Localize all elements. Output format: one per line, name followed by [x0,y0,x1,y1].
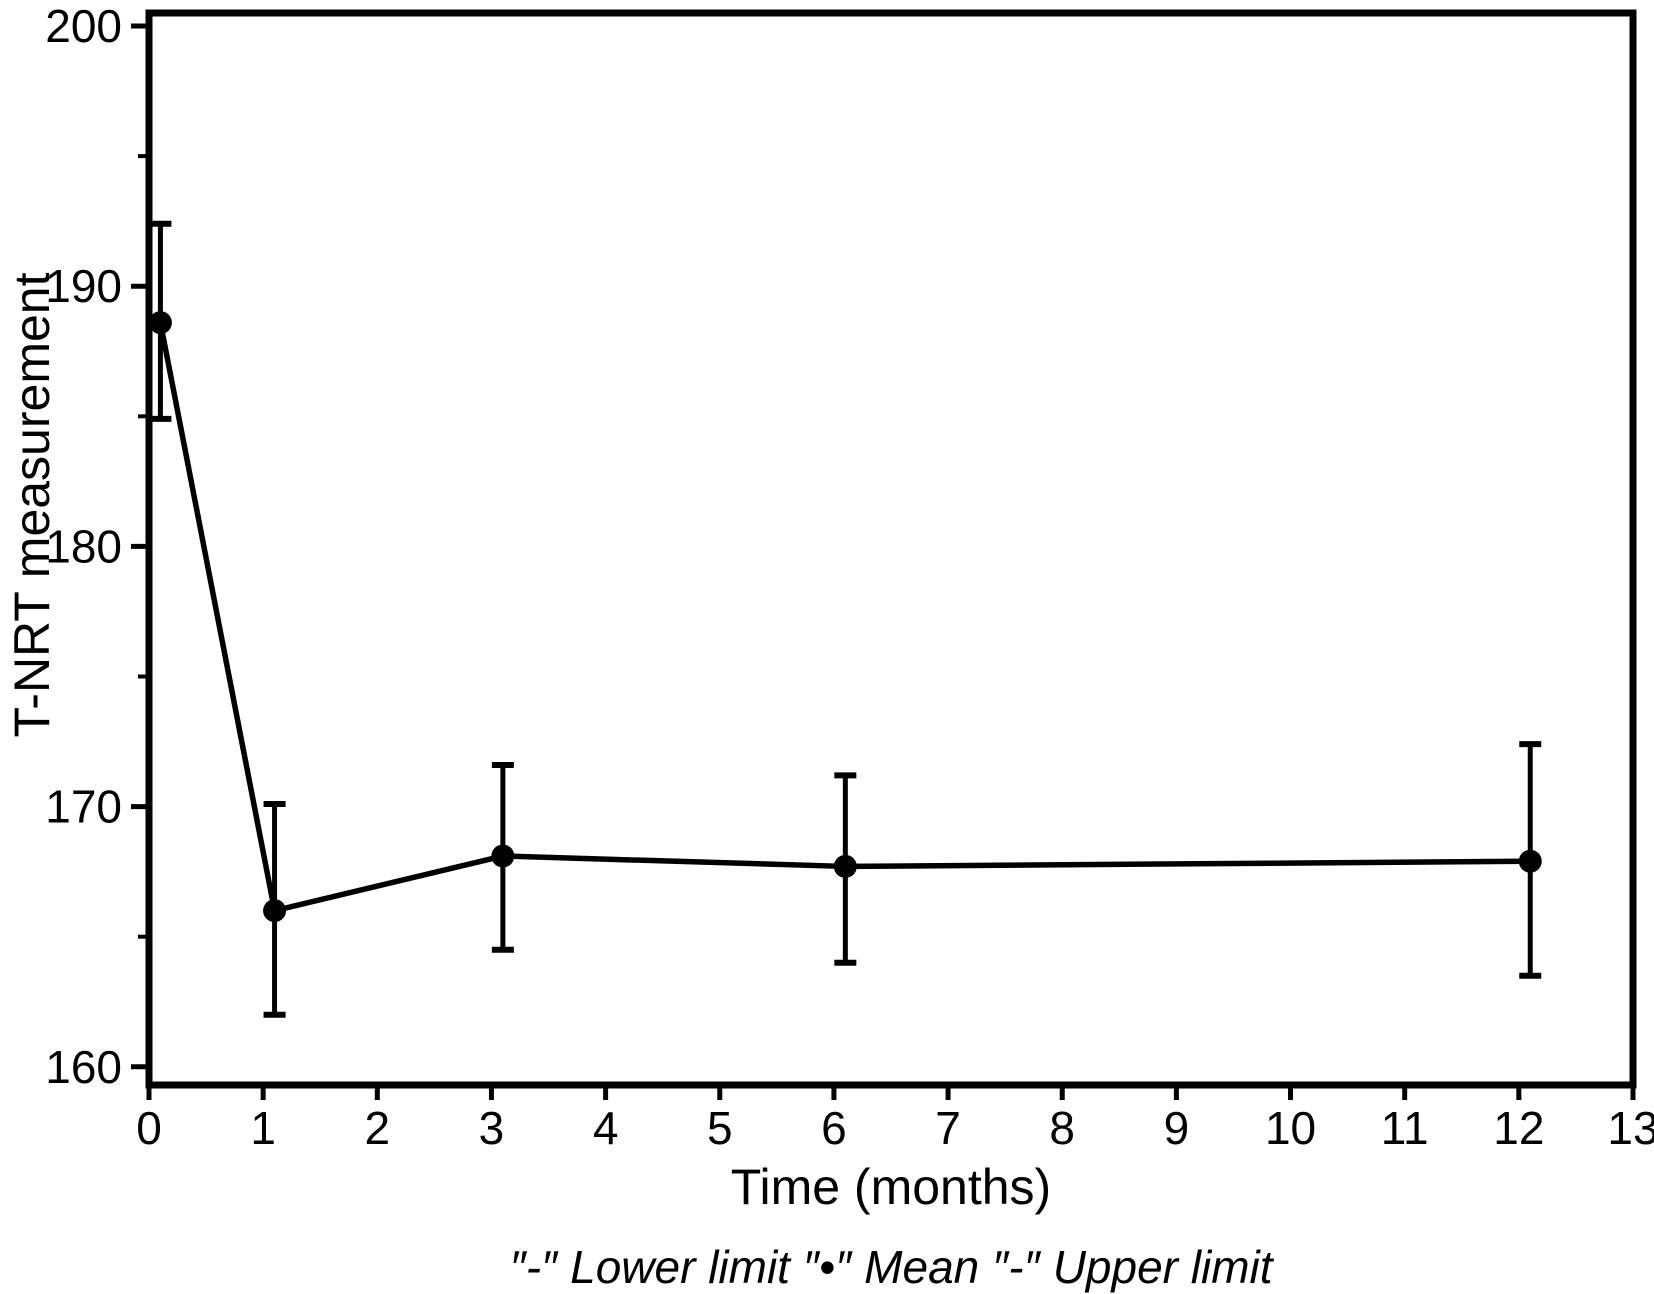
x-tick-label: 10 [1265,1102,1316,1154]
y-tick-label: 170 [45,781,122,833]
x-tick-label: 12 [1493,1102,1544,1154]
legend-caption: ″-″ Lower limit ″•″ Mean ″-″ Upper limit [509,1241,1273,1293]
plot-frame [145,9,1637,1089]
x-tick-label: 1 [250,1102,276,1154]
y-tick-label: 180 [45,520,122,572]
y-tick-label: 200 [45,0,122,52]
y-tick-label: 160 [45,1041,122,1093]
data-point-marker [833,854,857,878]
x-tick-label: 2 [365,1102,391,1154]
x-tick-label: 9 [1164,1102,1190,1154]
x-axis-title: Time (months) [730,1159,1052,1215]
y-axis-title: T-NRT measurement [4,272,60,738]
x-tick-label: 13 [1607,1102,1654,1154]
data-point-marker [263,899,287,923]
x-tick-label: 3 [479,1102,505,1154]
data-point-marker [491,844,515,868]
data-point-marker [148,311,172,335]
data-point-marker [1518,849,1542,873]
x-tick-label: 8 [1049,1102,1075,1154]
y-tick-label: 190 [45,260,122,312]
x-tick-label: 4 [593,1102,619,1154]
x-tick-label: 5 [707,1102,733,1154]
x-tick-label: 11 [1381,1102,1429,1154]
x-tick-label: 0 [136,1102,162,1154]
x-tick-label: 6 [821,1102,847,1154]
x-tick-label: 7 [935,1102,961,1154]
